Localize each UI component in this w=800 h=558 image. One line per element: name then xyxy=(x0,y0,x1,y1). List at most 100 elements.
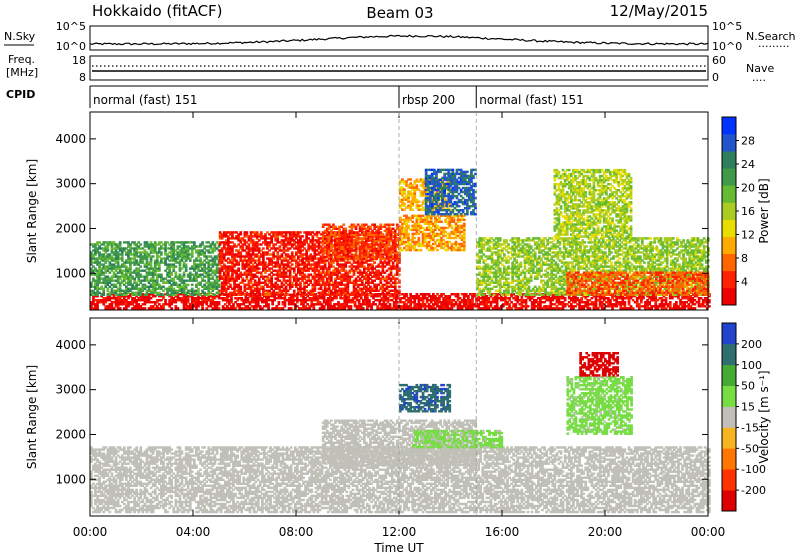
heatmap-cell xyxy=(201,241,204,243)
heatmap-cell xyxy=(353,224,356,226)
cpid-segment-label: normal (fast) 151 xyxy=(479,93,583,107)
heatmap-cell xyxy=(357,224,360,226)
freq-right-tick-bottom: 0 xyxy=(712,71,719,84)
heatmap-cell xyxy=(119,241,122,243)
heatmap-cell xyxy=(210,255,213,257)
heatmap-cell xyxy=(162,294,165,296)
heatmap-cell xyxy=(175,265,178,267)
heatmap-cell xyxy=(355,226,358,228)
heatmap-cell xyxy=(201,303,204,305)
heatmap-cell xyxy=(246,231,249,233)
heatmap-cell xyxy=(539,303,542,305)
heatmap-cell xyxy=(299,282,302,284)
heatmap-cell xyxy=(293,270,296,272)
nave-legend: ···· xyxy=(752,74,766,87)
heatmap-cell xyxy=(301,235,304,237)
heatmap-cell xyxy=(232,303,235,305)
heatmap-cell xyxy=(669,301,672,303)
date-title: 12/May/2015 xyxy=(610,2,708,20)
heatmap-cell xyxy=(595,303,598,305)
heatmap-cell xyxy=(284,303,287,305)
heatmap-cell xyxy=(514,303,517,305)
heatmap-cell xyxy=(694,307,697,309)
heatmap-cell xyxy=(694,303,697,305)
freq-label-1: Freq. xyxy=(8,53,35,66)
heatmap-cell xyxy=(185,263,188,265)
heatmap-cell xyxy=(160,274,163,276)
cpid-segment-label: rbsp 200 xyxy=(402,93,455,107)
heatmap-cell xyxy=(350,305,353,307)
heatmap-cell xyxy=(260,231,263,233)
heatmap-cell xyxy=(344,258,347,260)
heatmap-cell xyxy=(156,257,159,259)
heatmap-cell xyxy=(113,241,116,243)
heatmap-cell xyxy=(199,282,202,284)
freq-right-tick-top: 60 xyxy=(712,54,726,67)
heatmap-cell xyxy=(303,243,306,245)
heatmap-cell xyxy=(214,243,217,245)
noise-search-legend: ········· xyxy=(758,40,789,53)
station-title: Hokkaido (fitACF) xyxy=(92,2,223,20)
heatmap-cell xyxy=(98,241,101,243)
noise-right-tick-top: 10^5 xyxy=(712,20,742,33)
heatmap-cell xyxy=(527,305,530,307)
heatmap-cell xyxy=(133,241,136,243)
heatmap-cell xyxy=(193,241,196,243)
heatmap-cell xyxy=(185,270,188,272)
freq-left-tick-top: 18 xyxy=(72,54,86,67)
heatmap-cell xyxy=(150,241,153,243)
noise-sky-trace xyxy=(90,35,708,45)
heatmap-cell xyxy=(152,255,155,257)
heatmap-cell xyxy=(279,280,282,282)
heatmap-cell xyxy=(129,243,132,245)
heatmap-cell xyxy=(170,307,173,309)
heatmap-cell xyxy=(271,303,274,305)
power-heatmap xyxy=(90,169,711,310)
heatmap-cell xyxy=(248,243,251,245)
heatmap-cell xyxy=(262,257,265,259)
heatmap-cell xyxy=(119,307,122,309)
heatmap-cell xyxy=(390,270,393,272)
heatmap-cell xyxy=(332,224,335,226)
heatmap-cell xyxy=(94,267,97,269)
freq-label-2: [MHz] xyxy=(6,66,38,79)
heatmap-cell xyxy=(199,257,202,259)
heatmap-cell xyxy=(405,293,408,295)
heatmap-cell xyxy=(96,303,99,305)
heatmap-cell xyxy=(665,297,668,299)
heatmap-cell xyxy=(239,286,242,288)
heatmap-cell xyxy=(496,303,499,305)
heatmap-cell xyxy=(268,243,271,245)
heatmap-cell xyxy=(207,241,210,243)
cpid-segment-label: normal (fast) 151 xyxy=(93,93,197,107)
heatmap-cell xyxy=(291,263,294,265)
heatmap-cell xyxy=(314,294,317,296)
heatmap-cell xyxy=(375,294,378,296)
heatmap-cell xyxy=(216,241,219,243)
heatmap-cell xyxy=(564,297,567,299)
noise-sky-line xyxy=(90,35,708,45)
beam-title: Beam 03 xyxy=(366,4,433,22)
heatmap-cell xyxy=(179,270,182,272)
heatmap-cell xyxy=(386,270,389,272)
heatmap-cell xyxy=(258,267,261,269)
heatmap-cell xyxy=(170,303,173,305)
heatmap-cell xyxy=(218,303,221,305)
freq-left-tick-bottom: 8 xyxy=(79,71,86,84)
heatmap-cell xyxy=(322,226,325,228)
heatmap-cell xyxy=(175,272,178,274)
heatmap-cell xyxy=(267,303,270,305)
heatmap-cell xyxy=(355,252,358,254)
heatmap-cell xyxy=(289,270,292,272)
heatmap-cell xyxy=(473,293,476,295)
heatmap-cell xyxy=(278,303,281,305)
heatmap-cell xyxy=(146,257,149,259)
heatmap-cell xyxy=(290,307,293,309)
heatmap-cell xyxy=(239,231,242,233)
heatmap-cell xyxy=(191,284,194,286)
heatmap-cell xyxy=(166,241,169,243)
heatmap-cell xyxy=(189,257,192,259)
heatmap-cell xyxy=(490,303,493,305)
heatmap-cell xyxy=(328,224,331,226)
